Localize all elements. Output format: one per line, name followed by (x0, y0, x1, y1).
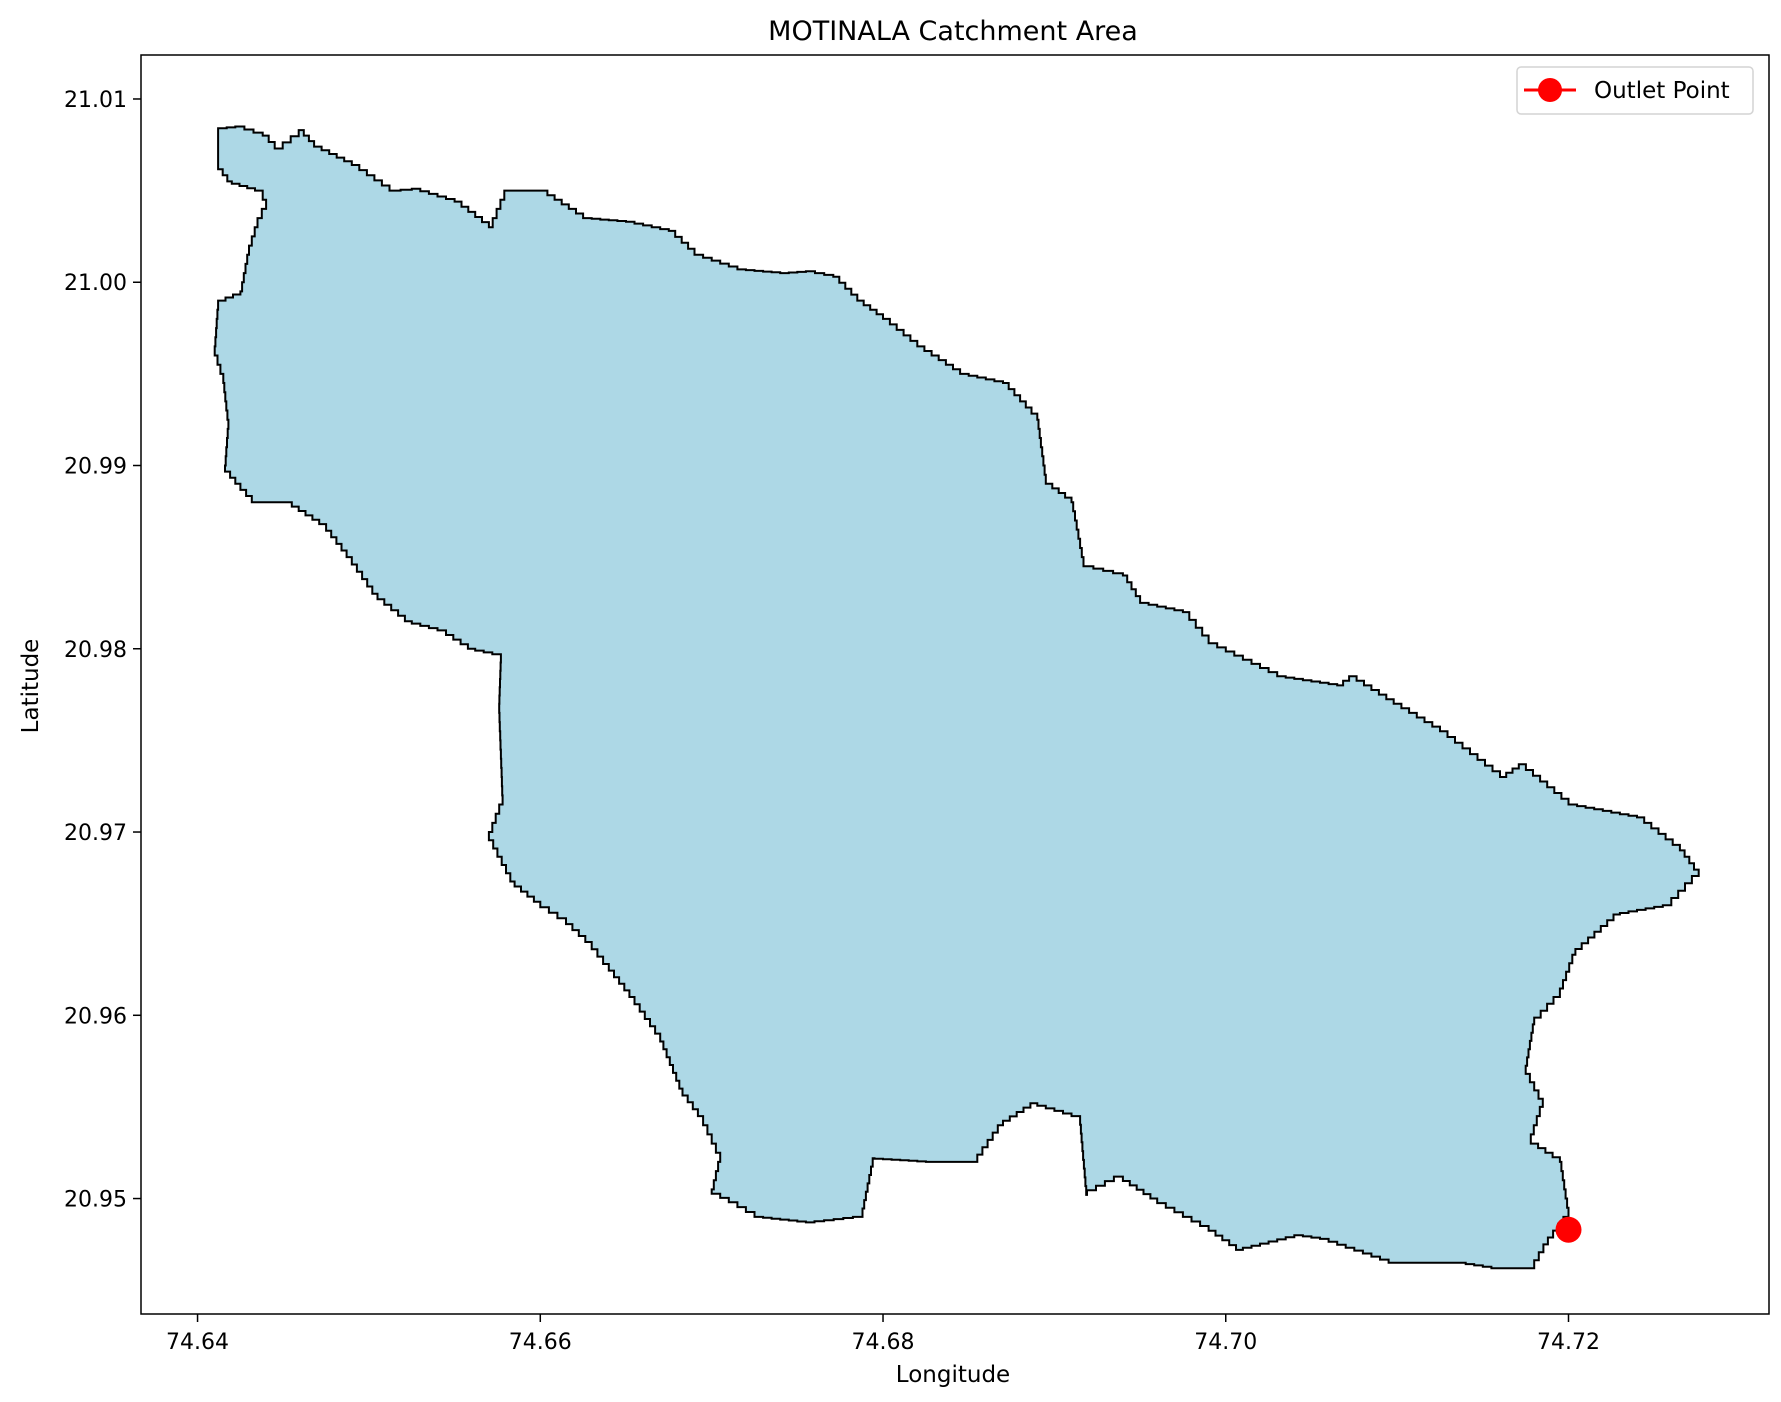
x-tick-label: 74.70 (1194, 1330, 1257, 1355)
outlet-point-marker (1555, 1216, 1582, 1243)
y-tick-label: 20.96 (64, 1004, 127, 1029)
legend-box (1516, 66, 1754, 115)
y-tick-label: 21.00 (64, 271, 127, 296)
x-axis-title: Longitude (896, 1362, 1010, 1388)
x-tick-label: 74.68 (852, 1330, 915, 1355)
plot-frame (140, 54, 1770, 1315)
plot-area (140, 54, 1770, 1315)
y-tick-label: 20.98 (64, 638, 127, 663)
legend-marker-icon (1538, 78, 1562, 102)
legend: Outlet Point (1516, 66, 1754, 115)
catchment-polygon (213, 125, 1700, 1270)
y-tick-label: 20.99 (64, 455, 127, 480)
y-tick-label: 21.01 (64, 88, 127, 113)
y-tick-label: 20.95 (64, 1188, 127, 1213)
x-tick-label: 74.66 (509, 1330, 572, 1355)
y-axis-title: Latitude (18, 639, 44, 734)
legend-label: Outlet Point (1594, 78, 1730, 104)
x-tick-label: 74.64 (166, 1330, 229, 1355)
axis-ticks: 74.64 74.66 74.68 74.70 74.72 20.95 20.96 20.97… (64, 88, 1600, 1355)
x-tick-label: 74.72 (1537, 1330, 1600, 1355)
y-tick-label: 20.97 (64, 821, 127, 846)
chart-title: MOTINALA Catchment Area (768, 16, 1138, 47)
